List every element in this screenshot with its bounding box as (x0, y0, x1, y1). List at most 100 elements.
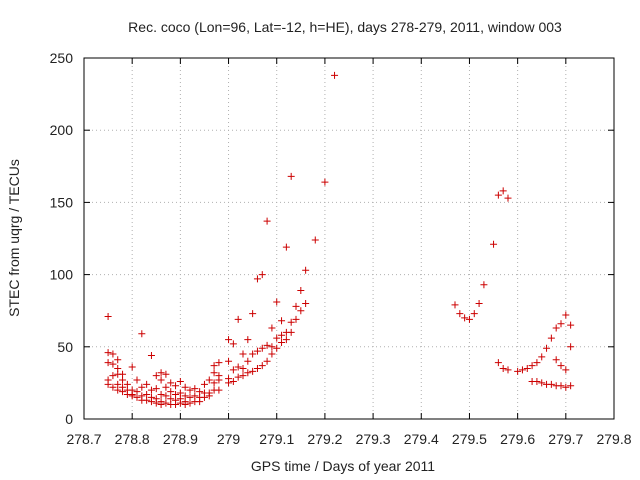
data-point (109, 372, 117, 380)
data-point (147, 351, 155, 359)
data-point (557, 382, 565, 390)
data-point (538, 353, 546, 361)
data-point (249, 367, 257, 375)
x-tick-label: 279.6 (500, 431, 535, 447)
data-point (514, 367, 522, 375)
data-point (225, 336, 233, 344)
data-point (461, 314, 469, 322)
data-point (287, 172, 295, 180)
data-point (229, 377, 237, 385)
x-tick-label: 279.1 (259, 431, 294, 447)
data-point (133, 376, 141, 384)
data-point (162, 383, 170, 391)
data-point (210, 362, 218, 370)
data-point (263, 357, 271, 365)
x-tick-label: 279.5 (452, 431, 487, 447)
x-axis-label: GPS time / Days of year 2011 (251, 458, 435, 474)
data-point (302, 299, 310, 307)
data-point (152, 385, 160, 393)
data-point (331, 71, 339, 79)
y-tick-labels: 0 50 100 150 200 250 (50, 50, 74, 427)
axis-ticks (83, 57, 615, 420)
data-point (480, 281, 488, 289)
data-point (494, 359, 502, 367)
data-point (229, 340, 237, 348)
data-point (234, 373, 242, 381)
data-point (562, 366, 570, 374)
data-point (181, 401, 189, 409)
grid (84, 58, 614, 419)
data-point (552, 324, 560, 332)
data-point (253, 347, 261, 355)
data-point (567, 321, 575, 329)
x-tick-label: 279.7 (548, 431, 583, 447)
data-point (263, 341, 271, 349)
x-tick-label: 278.8 (115, 431, 150, 447)
data-point (234, 363, 242, 371)
data-point (263, 217, 271, 225)
data-point (547, 380, 555, 388)
data-point (162, 399, 170, 407)
data-point (268, 350, 276, 358)
data-point (239, 350, 247, 358)
data-point (119, 376, 127, 384)
data-point (253, 364, 261, 372)
plot-area-frame (83, 57, 615, 420)
x-tick-label: 279.3 (356, 431, 391, 447)
data-point (104, 349, 112, 357)
data-point (109, 383, 117, 391)
data-point (205, 376, 213, 384)
data-point (239, 364, 247, 372)
data-point (162, 392, 170, 400)
y-tick-label: 200 (50, 122, 74, 138)
data-point (278, 338, 286, 346)
data-point (143, 380, 151, 388)
data-point (490, 240, 498, 248)
data-point (475, 299, 483, 307)
data-point (494, 191, 502, 199)
data-point (244, 369, 252, 377)
data-point (172, 401, 180, 409)
data-point (244, 357, 252, 365)
data-point (244, 336, 252, 344)
data-point (253, 275, 261, 283)
data-point (225, 379, 233, 387)
data-point (225, 357, 233, 365)
data-point (567, 382, 575, 390)
data-point (147, 398, 155, 406)
x-tick-label: 279.2 (307, 431, 342, 447)
data-point (205, 392, 213, 400)
data-point (287, 328, 295, 336)
data-point (157, 376, 165, 384)
y-tick-label: 150 (50, 194, 74, 210)
data-point (273, 344, 281, 352)
data-point (191, 385, 199, 393)
data-point (499, 187, 507, 195)
data-point (167, 388, 175, 396)
data-point (302, 266, 310, 274)
data-point (200, 380, 208, 388)
data-point (176, 377, 184, 385)
data-point (114, 356, 122, 364)
data-point (234, 315, 242, 323)
data-point (147, 386, 155, 394)
data-point (210, 369, 218, 377)
y-tick-label: 100 (50, 267, 74, 283)
y-tick-label: 0 (65, 411, 73, 427)
data-point (523, 364, 531, 372)
data-point (196, 398, 204, 406)
x-tick-label: 279.8 (596, 431, 631, 447)
data-point (143, 396, 151, 404)
data-point (499, 364, 507, 372)
data-point (138, 330, 146, 338)
y-axis-label: STEC from uqrg / TECUs (6, 159, 22, 317)
data-point (273, 298, 281, 306)
data-point (210, 379, 218, 387)
data-point (282, 336, 290, 344)
data-point (567, 343, 575, 351)
data-point (543, 344, 551, 352)
data-point (157, 390, 165, 398)
data-point (167, 379, 175, 387)
data-point (311, 236, 319, 244)
